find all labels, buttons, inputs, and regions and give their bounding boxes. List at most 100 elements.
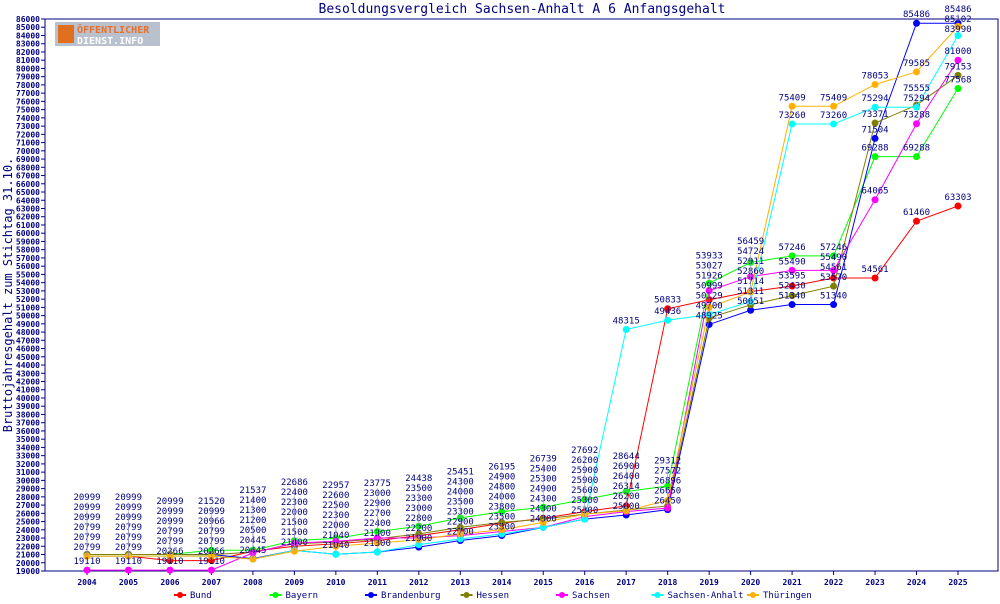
y-tick-label: 81000 (16, 56, 40, 65)
data-label: 78053 (862, 71, 889, 81)
y-tick-label: 19000 (16, 567, 40, 576)
x-tick-label: 2005 (119, 578, 138, 587)
data-label: 71504 (862, 125, 889, 135)
data-point (871, 196, 879, 204)
data-label: 27692 (571, 446, 598, 456)
series-line (87, 22, 958, 560)
x-tick-label: 2020 (741, 578, 760, 587)
y-tick-label: 63000 (16, 204, 40, 213)
legend-item: Bund (174, 591, 212, 601)
y-tick-label: 26000 (16, 509, 40, 518)
y-tick-label: 60000 (16, 229, 40, 238)
y-tick-label: 29000 (16, 485, 40, 494)
y-tick-label: 75000 (16, 106, 40, 115)
x-tick-label: 2019 (700, 578, 719, 587)
data-point (913, 153, 921, 161)
y-tick-label: 66000 (16, 180, 40, 189)
y-tick-label: 79000 (16, 73, 40, 82)
data-point (913, 103, 921, 111)
y-tick-label: 58000 (16, 246, 40, 255)
data-label: 75409 (779, 93, 806, 103)
data-point (871, 119, 879, 127)
data-point (207, 566, 215, 574)
legend-marker (368, 592, 374, 598)
data-label: 73260 (820, 111, 847, 121)
y-tick-label: 24000 (16, 526, 40, 535)
data-point (871, 153, 879, 161)
data-point (290, 547, 298, 555)
legend-item: Thüringen (747, 591, 812, 601)
y-tick-label: 84000 (16, 31, 40, 40)
data-point (788, 120, 796, 128)
series-th-ringen (83, 22, 962, 563)
data-label: 85486 (903, 10, 930, 20)
x-tick-label: 2014 (492, 578, 511, 587)
y-tick-label: 32000 (16, 460, 40, 469)
logo: ÖFFENTLICHER DIENST.INFO (55, 22, 160, 47)
data-point (830, 252, 838, 260)
data-label: 79153 (944, 62, 971, 72)
data-label: 53933 (696, 251, 723, 261)
legend-marker (654, 592, 661, 598)
y-tick-label: 46000 (16, 345, 40, 354)
data-label: 22686 (281, 478, 308, 488)
data-label: 51340 (820, 292, 847, 302)
data-label: 57246 (820, 243, 847, 253)
y-tick-label: 56000 (16, 262, 40, 271)
legend: Bund Bayern Brandenburg Hessen Sachsen Sachse… (174, 591, 812, 601)
y-tick-label: 33000 (16, 452, 40, 461)
y-tick-label: 45000 (16, 353, 40, 362)
data-point (788, 252, 796, 260)
y-tick-label: 69000 (16, 155, 40, 164)
series-line (87, 59, 959, 571)
y-tick-label: 28000 (16, 493, 40, 502)
legend-item: Brandenburg (365, 591, 441, 601)
y-tick-label: 73000 (16, 122, 40, 131)
legend-marker (177, 592, 183, 598)
y-tick-label: 20000 (16, 559, 40, 568)
legend-label: Sachsen (572, 591, 610, 600)
data-label: 55490 (779, 257, 806, 267)
data-label: 69288 (903, 144, 930, 154)
y-tick-label: 37000 (16, 419, 40, 428)
data-point (83, 566, 91, 574)
x-tick-label: 2012 (409, 578, 428, 587)
y-tick-label: 86000 (16, 15, 40, 24)
data-point (124, 566, 132, 574)
data-point (913, 19, 921, 27)
legend-item: Sachsen-Anhalt (651, 591, 743, 601)
series-hessen (83, 71, 962, 559)
y-tick-label: 25000 (16, 518, 40, 527)
series-group (83, 19, 962, 574)
y-tick-label: 27000 (16, 501, 40, 510)
data-point (830, 301, 838, 309)
y-tick-label: 64000 (16, 196, 40, 205)
y-tick-label: 77000 (16, 89, 40, 98)
y-tick-label: 49000 (16, 320, 40, 329)
data-label: 20999 (73, 493, 100, 503)
y-tick-label: 76000 (16, 97, 40, 106)
y-tick-label: 62000 (16, 213, 40, 222)
data-label: 19110 (115, 557, 142, 567)
y-tick-label: 22000 (16, 542, 40, 551)
y-tick-label: 70000 (16, 147, 40, 156)
data-point (954, 56, 962, 64)
data-point (954, 202, 962, 210)
data-label: 57246 (779, 243, 806, 253)
data-point (871, 103, 879, 111)
data-point (788, 102, 796, 110)
y-axis-label: Bruttojahresgehalt zum Stichtag 31.10. (1, 158, 15, 433)
legend-label: Hessen (477, 591, 510, 600)
data-label: 73288 (903, 111, 930, 121)
data-label: 69288 (862, 144, 889, 154)
data-label: 81000 (944, 47, 971, 57)
data-point (913, 120, 921, 128)
y-tick-label: 40000 (16, 394, 40, 403)
data-label: 56459 (737, 237, 764, 247)
x-tick-label: 2011 (368, 578, 387, 587)
data-label: 28644 (613, 452, 640, 462)
data-point (788, 292, 796, 300)
y-tick-label: 55000 (16, 270, 40, 279)
series-line (87, 75, 959, 556)
